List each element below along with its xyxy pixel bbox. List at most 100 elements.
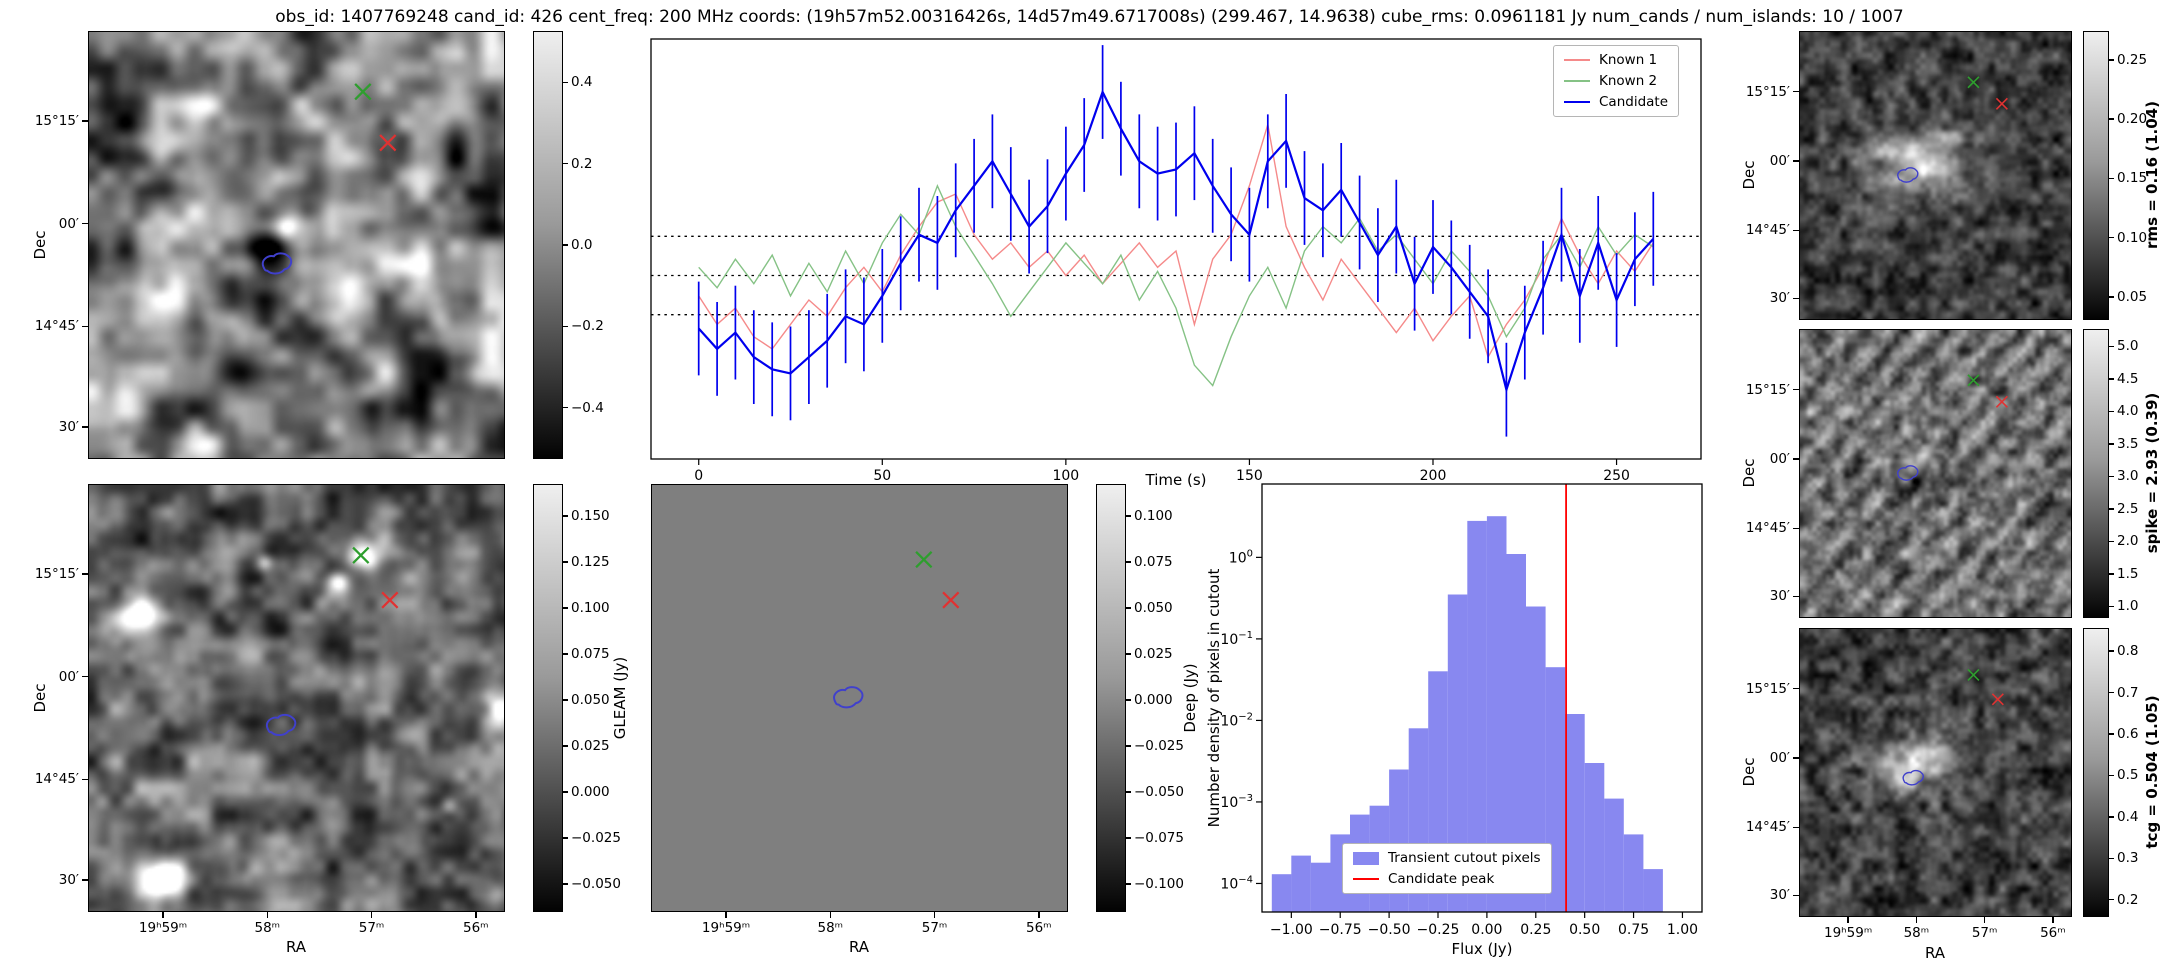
ra-axis-label: RA [1924, 944, 1946, 960]
tick-mark [82, 426, 88, 428]
tick-mark [1793, 90, 1799, 93]
ra-tick-label: 19ʰ59ᵐ [138, 920, 188, 936]
tick-mark [1126, 883, 1131, 885]
spike-colorbar [2083, 329, 2109, 618]
tick-mark [1126, 699, 1131, 701]
histogram-bar [1506, 554, 1526, 912]
candidate-contour [1902, 769, 1924, 786]
dec-tick-label: 15°15′ [34, 565, 79, 582]
figure-title: obs_id: 1407769248 cand_id: 426 cent_fre… [275, 7, 1904, 27]
deep-image [652, 485, 1067, 911]
tick-mark [563, 515, 568, 517]
time-axis-label: Time (s) [1145, 471, 1207, 489]
deep-colorbar-label: Deep (Jy) [1181, 663, 1199, 733]
tick-mark [1126, 745, 1131, 747]
colorbar-tick-label: 0.025 [571, 738, 610, 755]
dec-tick-label: 30′ [1769, 588, 1790, 605]
colorbar-tick-label: 1.0 [2117, 598, 2139, 615]
tick-mark [82, 879, 88, 881]
dec-tick-label: 00′ [58, 668, 79, 685]
tick-mark [1793, 229, 1799, 232]
svg-text:100: 100 [1229, 548, 1253, 566]
ra-tick-label: 19ʰ59ᵐ [701, 920, 751, 936]
tick-mark [82, 325, 88, 327]
tick-mark [933, 912, 936, 918]
colorbar-tick-label: 0.05 [2117, 288, 2148, 305]
tick-mark [2109, 177, 2114, 180]
colorbar-tick-label: 4.0 [2117, 403, 2139, 420]
transient-cube-image [89, 32, 504, 458]
known2-line-swatch [1564, 80, 1590, 82]
svg-text:1.00: 1.00 [1667, 922, 1698, 938]
tick-mark [82, 120, 88, 122]
colorbar-tick-label: 0.125 [571, 554, 610, 571]
tick-mark [563, 325, 568, 327]
legend-entry-known1: Known 1 [1564, 52, 1668, 68]
dec-tick-label: 30′ [1769, 887, 1790, 904]
tick-mark [1793, 826, 1799, 829]
colorbar-tick-label: −0.4 [571, 399, 604, 416]
colorbar-tick-label: 3.0 [2117, 468, 2139, 485]
red-x-marker [379, 134, 397, 152]
green-x-marker [1967, 76, 1980, 89]
dec-tick-label: 30′ [58, 871, 79, 888]
histogram-bar [1467, 520, 1487, 912]
tick-mark [1793, 527, 1799, 530]
spike-colorbar-label: spike = 2.93 (0.39) [2143, 392, 2161, 554]
colorbar-tick-label: 0.100 [1134, 508, 1173, 525]
svg-text:0.00: 0.00 [1471, 922, 1502, 938]
rms-colorbar [2083, 31, 2109, 320]
dec-tick-label: 00′ [1769, 451, 1790, 468]
red-x-marker [1995, 97, 2008, 110]
dec-tick-label: 14°45′ [34, 318, 79, 335]
tick-mark [2109, 59, 2114, 61]
tick-mark [2109, 573, 2114, 575]
tick-mark [1847, 917, 1849, 923]
tick-mark [563, 607, 568, 609]
dec-tick-label: 15°15′ [34, 112, 79, 129]
colorbar-tick-label: 2.5 [2117, 500, 2139, 517]
red-x-marker [1991, 693, 2004, 706]
histogram-bar [1565, 714, 1585, 912]
tick-mark [563, 883, 568, 885]
candidate-contour [833, 686, 864, 709]
colorbar-tick-label: 4.5 [2117, 370, 2139, 387]
dec-tick-label: 30′ [1769, 290, 1790, 307]
dec-tick-label: 15°15′ [1745, 381, 1790, 398]
red-x-marker [1995, 395, 2008, 408]
tick-mark [2109, 296, 2114, 298]
tcg-map-panel [1799, 628, 2072, 917]
gleam-markers [265, 546, 399, 737]
svg-text:150: 150 [1236, 468, 1263, 484]
colorbar-tick-label: 1.5 [2117, 565, 2139, 582]
colorbar-tick-label: 0.2 [571, 155, 593, 172]
gleam-cutout-panel [88, 484, 505, 912]
svg-text:200: 200 [1420, 468, 1447, 484]
colorbar-tick-label: −0.050 [571, 876, 621, 893]
tick-mark [1793, 388, 1799, 391]
ra-axis-label: RA [848, 938, 870, 956]
legend-label-candidate: Candidate [1599, 94, 1669, 110]
colorbar-tick-label: −0.025 [571, 830, 621, 847]
colorbar-tick-label: −0.075 [1134, 830, 1184, 847]
tick-mark [2109, 118, 2114, 120]
dec-tick-label: 00′ [58, 215, 79, 232]
deep-colorbar [1096, 484, 1126, 912]
svg-text:50: 50 [873, 468, 891, 484]
colorbar-tick-label: 0.8 [2117, 643, 2139, 660]
svg-text:0.25: 0.25 [1520, 922, 1551, 938]
dec-tick-label: 30′ [58, 418, 79, 435]
lightcurve-plot: 0 50 100 150 200 250 [650, 38, 1702, 484]
red-x-marker [942, 591, 960, 609]
colorbar-tick-label: 0.2 [2117, 891, 2139, 908]
colorbar-tick-label: 0.20 [2117, 111, 2148, 128]
svg-text:−1.00: −1.00 [1270, 922, 1313, 938]
rms-image [1800, 32, 2071, 319]
tick-mark [1793, 687, 1799, 690]
histogram-bar [1584, 763, 1605, 912]
tick-mark [266, 912, 268, 918]
histogram-bar [1310, 862, 1331, 912]
colorbar-tick-label: 0.075 [1134, 554, 1173, 571]
tick-mark [82, 778, 88, 780]
